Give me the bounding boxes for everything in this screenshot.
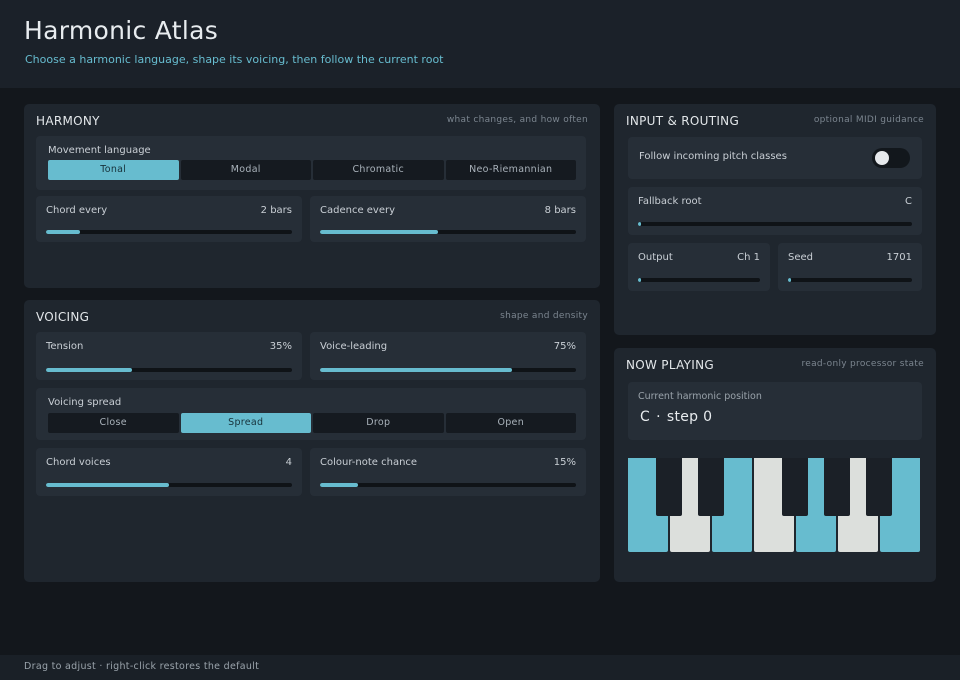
- colour-note-value: 15%: [553, 457, 576, 468]
- follow-pitch-classes-toggle[interactable]: [872, 148, 910, 168]
- piano-keyboard: [628, 458, 922, 552]
- tension-label: Tension: [46, 341, 84, 352]
- fallback-root-value: C: [905, 196, 912, 207]
- footer-bar: Drag to adjust · right-click restores th…: [0, 655, 960, 680]
- seed-fill: [788, 278, 791, 282]
- output-fill: [638, 278, 641, 282]
- tension-track[interactable]: [46, 368, 292, 372]
- output-channel-slider[interactable]: Output Ch 1: [628, 243, 770, 291]
- tension-value: 35%: [269, 341, 292, 352]
- cadence-every-fill: [320, 230, 438, 234]
- chord-voices-label: Chord voices: [46, 457, 111, 468]
- voice-leading-slider[interactable]: Voice-leading 75%: [310, 332, 586, 380]
- voicing-spread-card: Voicing spread Close Spread Drop Open: [36, 388, 586, 440]
- fallback-root-slider[interactable]: Fallback root C: [628, 187, 922, 235]
- harmonic-position-label: Current harmonic position: [638, 391, 762, 402]
- harmony-panel: HARMONY what changes, and how often Move…: [24, 104, 600, 288]
- app-title: Harmonic Atlas: [24, 16, 219, 45]
- current-step: step 0: [666, 409, 713, 425]
- harmony-title: HARMONY: [36, 114, 100, 128]
- voicing-title: VOICING: [36, 310, 90, 324]
- voice-leading-track[interactable]: [320, 368, 576, 372]
- current-root: C: [640, 409, 651, 425]
- colour-note-slider[interactable]: Colour-note chance 15%: [310, 448, 586, 496]
- output-label: Output: [638, 252, 673, 263]
- fallback-root-label: Fallback root: [638, 196, 702, 207]
- chord-voices-value: 4: [285, 457, 292, 468]
- harmonic-position-card: Current harmonic position C · step 0: [628, 382, 922, 440]
- seed-label: Seed: [788, 252, 813, 263]
- cadence-every-track[interactable]: [320, 230, 576, 234]
- now-playing-title: NOW PLAYING: [626, 358, 715, 372]
- position-separator: ·: [656, 409, 661, 425]
- toggle-knob: [875, 151, 889, 165]
- harmony-hint: what changes, and how often: [446, 115, 588, 125]
- movement-language-label: Movement language: [48, 145, 151, 156]
- movement-option-modal[interactable]: Modal: [180, 160, 311, 180]
- follow-pitch-classes-label: Follow incoming pitch classes: [639, 151, 787, 162]
- voicing-hint: shape and density: [500, 311, 588, 321]
- tension-slider[interactable]: Tension 35%: [36, 332, 302, 380]
- spread-option-open[interactable]: Open: [445, 413, 576, 433]
- fallback-root-track[interactable]: [638, 222, 912, 226]
- voice-leading-value: 75%: [553, 341, 576, 352]
- output-track[interactable]: [638, 278, 760, 282]
- movement-language-selector: Tonal Modal Chromatic Neo-Riemannian: [48, 160, 576, 180]
- chord-every-slider[interactable]: Chord every 2 bars: [36, 196, 302, 242]
- colour-note-label: Colour-note chance: [320, 457, 418, 468]
- harmonic-position-readout: C · step 0: [640, 409, 712, 425]
- chord-every-track[interactable]: [46, 230, 292, 234]
- chord-voices-fill: [46, 483, 169, 487]
- seed-value: 1701: [886, 252, 912, 263]
- app-subtitle: Choose a harmonic language, shape its vo…: [25, 53, 444, 66]
- movement-option-tonal[interactable]: Tonal: [48, 160, 179, 180]
- cadence-every-value: 8 bars: [544, 205, 576, 216]
- chord-voices-slider[interactable]: Chord voices 4: [36, 448, 302, 496]
- seed-track[interactable]: [788, 278, 912, 282]
- voicing-panel: VOICING shape and density Tension 35% Vo…: [24, 300, 600, 582]
- voice-leading-label: Voice-leading: [320, 341, 388, 352]
- colour-note-fill: [320, 483, 359, 487]
- spread-option-spread[interactable]: Spread: [180, 413, 311, 433]
- chord-every-fill: [46, 230, 81, 234]
- fallback-root-fill: [638, 222, 641, 226]
- follow-pitch-classes-row[interactable]: Follow incoming pitch classes: [628, 137, 922, 179]
- cadence-every-label: Cadence every: [320, 205, 396, 216]
- piano-key-f-sharp: [782, 458, 808, 516]
- spread-option-drop[interactable]: Drop: [313, 413, 444, 433]
- cadence-every-slider[interactable]: Cadence every 8 bars: [310, 196, 586, 242]
- tension-fill: [46, 368, 133, 372]
- movement-option-chromatic[interactable]: Chromatic: [313, 160, 444, 180]
- footer-hint: Drag to adjust · right-click restores th…: [24, 661, 260, 672]
- voicing-spread-selector: Close Spread Drop Open: [48, 413, 576, 433]
- piano-key-g-sharp: [824, 458, 850, 516]
- movement-option-neo-riemannian[interactable]: Neo-Riemannian: [445, 160, 576, 180]
- now-playing-hint: read-only processor state: [801, 359, 924, 369]
- routing-hint: optional MIDI guidance: [813, 115, 924, 125]
- routing-title: INPUT & ROUTING: [626, 114, 740, 128]
- movement-language-card: Movement language Tonal Modal Chromatic …: [36, 136, 586, 190]
- piano-key-c-sharp: [656, 458, 682, 516]
- now-playing-panel: NOW PLAYING read-only processor state Cu…: [614, 348, 936, 582]
- piano-key-d-sharp: [698, 458, 724, 516]
- voicing-spread-label: Voicing spread: [48, 397, 122, 408]
- chord-voices-track[interactable]: [46, 483, 292, 487]
- routing-panel: INPUT & ROUTING optional MIDI guidance F…: [614, 104, 936, 335]
- output-value: Ch 1: [737, 252, 760, 263]
- app-header: Harmonic Atlas Choose a harmonic languag…: [0, 0, 960, 88]
- colour-note-track[interactable]: [320, 483, 576, 487]
- piano-key-a-sharp: [866, 458, 892, 516]
- seed-slider[interactable]: Seed 1701: [778, 243, 922, 291]
- chord-every-value: 2 bars: [260, 205, 292, 216]
- spread-option-close[interactable]: Close: [48, 413, 179, 433]
- chord-every-label: Chord every: [46, 205, 108, 216]
- voice-leading-fill: [320, 368, 512, 372]
